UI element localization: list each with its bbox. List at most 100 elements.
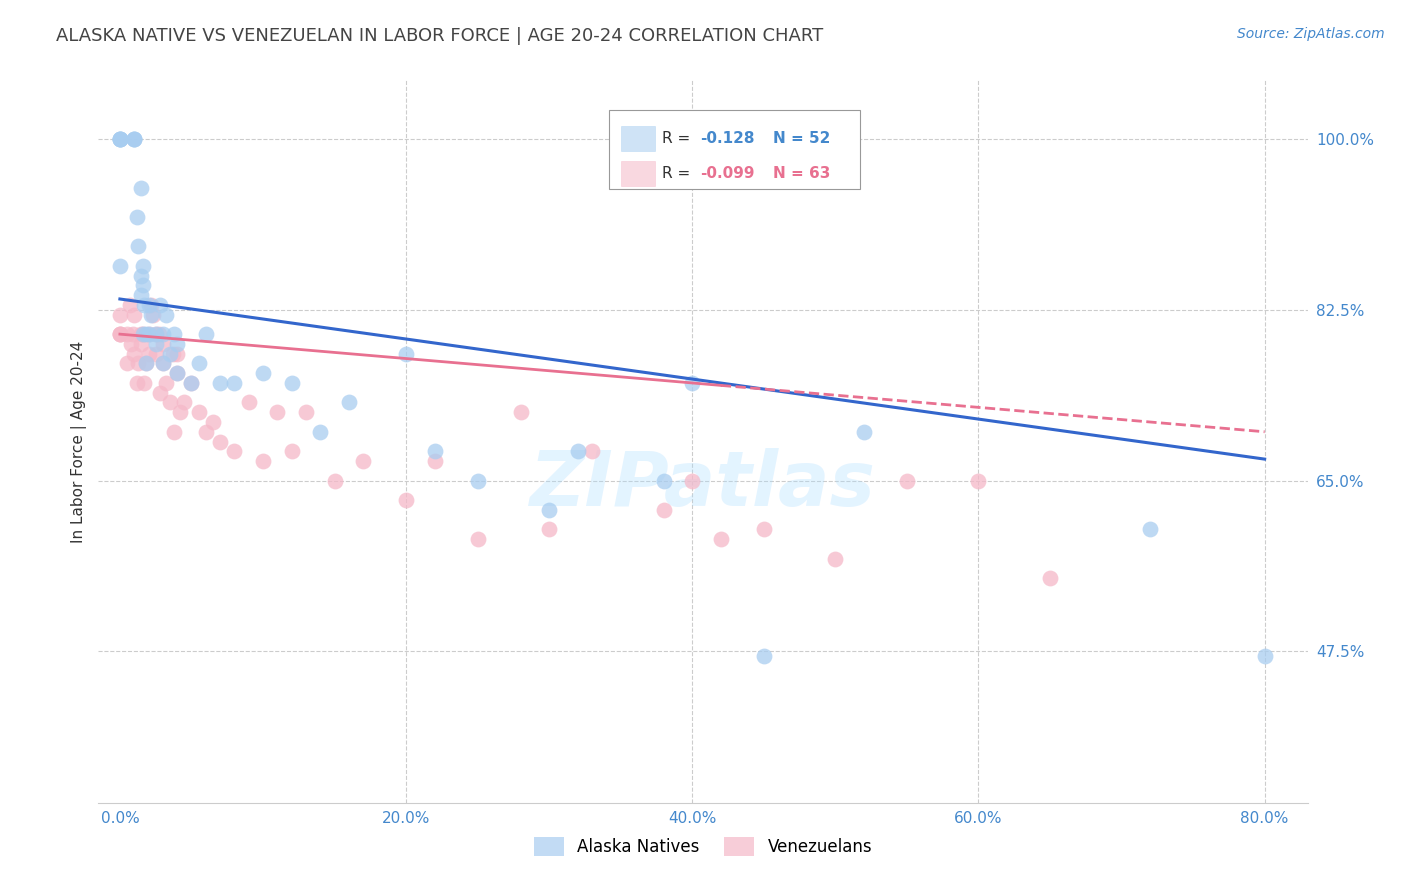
Point [148,327,170,342]
Point [194,425,217,439]
Point [108,132,131,146]
Point [115,356,138,370]
Point [323,474,346,488]
Point [122,346,145,360]
Point [309,425,332,439]
Point [152,356,174,370]
Point [155,308,177,322]
Point [209,434,232,449]
Point [135,356,157,370]
Point [166,366,188,380]
Point [131,180,153,194]
Point [166,366,188,380]
Point [141,308,163,322]
Point [352,454,374,468]
Point [141,298,163,312]
Point [266,405,288,419]
Text: N = 63: N = 63 [773,167,831,181]
Text: R =: R = [662,167,700,181]
Point [108,327,131,342]
Text: ZIPatlas: ZIPatlas [530,448,876,522]
Point [752,649,775,664]
Point [131,337,153,351]
Point [395,346,418,360]
Point [896,474,918,488]
Point [295,405,318,419]
Point [567,444,589,458]
Point [681,474,703,488]
Point [752,523,775,537]
Point [395,493,418,508]
Point [155,376,177,390]
Point [467,532,489,546]
Point [135,356,157,370]
Point [180,376,202,390]
Point [132,327,155,342]
Point [252,366,274,380]
Point [852,425,875,439]
Point [166,337,188,351]
Point [142,308,165,322]
Point [145,337,167,351]
Point [209,376,232,390]
Point [538,503,561,517]
Point [134,376,156,390]
Point [131,268,153,283]
Point [134,298,156,312]
Point [131,288,153,302]
Text: -0.128: -0.128 [700,131,755,145]
Point [108,132,131,146]
Point [169,405,191,419]
Point [138,346,160,360]
Point [138,298,160,312]
Text: -0.099: -0.099 [700,167,755,181]
Point [423,454,446,468]
Point [581,444,603,458]
Point [108,259,131,273]
Point [149,298,172,312]
Point [252,454,274,468]
Point [166,346,188,360]
Point [152,337,174,351]
Point [152,327,174,342]
Point [132,278,155,293]
Point [132,327,155,342]
Point [118,298,141,312]
Point [710,532,733,546]
Point [201,415,224,429]
Point [967,474,990,488]
Point [138,327,160,342]
Point [122,132,145,146]
Point [108,308,131,322]
Point [122,132,145,146]
Point [108,132,131,146]
Y-axis label: In Labor Force | Age 20-24: In Labor Force | Age 20-24 [72,341,87,542]
Text: N = 52: N = 52 [773,131,831,145]
Point [224,444,246,458]
Point [132,259,155,273]
Point [159,395,181,409]
Point [1139,523,1161,537]
Point [149,385,172,400]
Point [280,444,302,458]
Point [194,327,217,342]
Point [145,346,167,360]
Point [509,405,531,419]
Point [238,395,260,409]
Point [108,327,131,342]
Point [159,346,181,360]
Point [145,327,167,342]
Point [652,503,675,517]
Point [187,356,209,370]
Point [538,523,561,537]
Text: R =: R = [662,131,700,145]
Point [127,356,149,370]
Point [122,308,145,322]
Point [681,376,703,390]
Point [163,425,186,439]
Text: Source: ZipAtlas.com: Source: ZipAtlas.com [1237,27,1385,41]
Point [423,444,446,458]
Point [280,376,302,390]
Point [127,239,149,253]
Point [138,327,160,342]
